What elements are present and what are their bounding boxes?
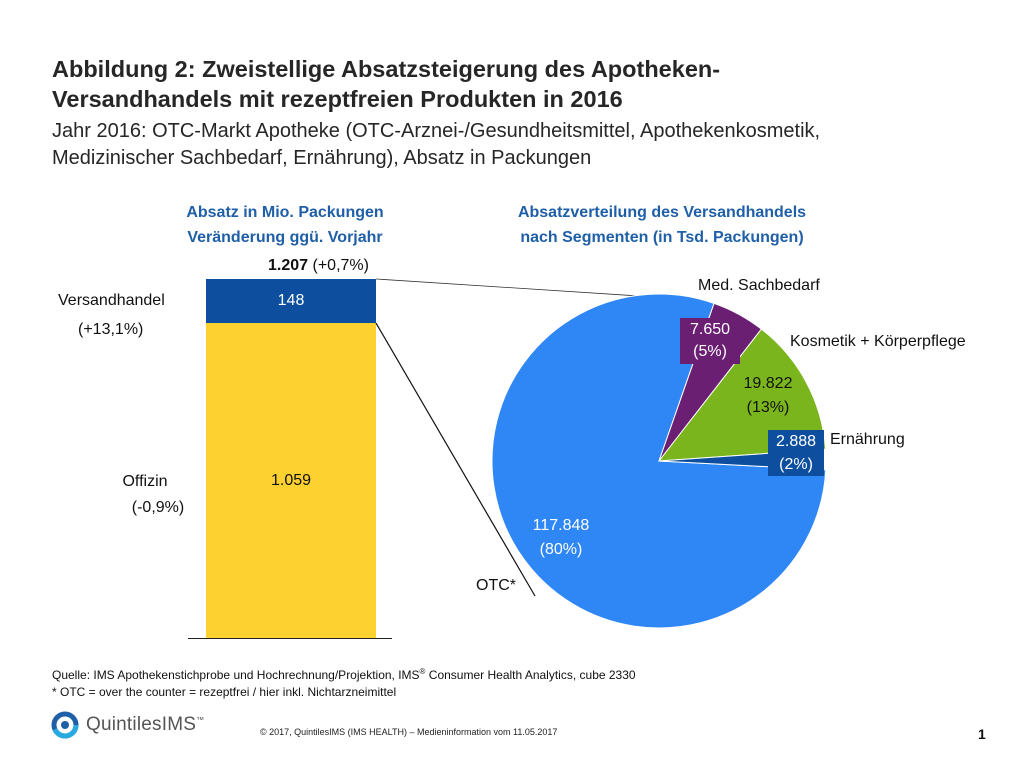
source-prefix: Quelle: IMS Apothekenstichprobe und Hoch… bbox=[52, 668, 420, 682]
ernaehrung-slice-label: 2.888 (2%) bbox=[768, 430, 824, 476]
kosmetik-percent: (13%) bbox=[746, 399, 790, 416]
logo-trademark: ™ bbox=[196, 715, 205, 725]
quintilesims-logo: QuintilesIMS™ bbox=[50, 710, 204, 740]
med-value: 7.650 bbox=[689, 321, 731, 338]
kosmetik-value: 19.822 bbox=[743, 375, 793, 392]
logo-text: QuintilesIMS™ bbox=[86, 714, 204, 736]
copyright-notice: © 2017, QuintilesIMS (IMS HEALTH) – Medi… bbox=[260, 727, 558, 737]
source-footer: Quelle: IMS Apothekenstichprobe und Hoch… bbox=[52, 663, 636, 701]
source-line: Quelle: IMS Apothekenstichprobe und Hoch… bbox=[52, 663, 636, 684]
bar-heading-line-2: Veränderung ggü. Vorjahr bbox=[187, 229, 383, 246]
pie-heading-line-1: Absatzverteilung des Versandhandels bbox=[517, 204, 807, 221]
offizin-change: (-0,9%) bbox=[131, 499, 185, 516]
source-registered-mark: ® bbox=[419, 667, 426, 676]
pie-label-ernaehrung: Ernährung bbox=[830, 431, 905, 448]
pie-label-kosmetik: Kosmetik + Körperpflege bbox=[790, 333, 966, 350]
page-number: 1 bbox=[978, 726, 986, 742]
title-line-2: Versandhandels mit rezeptfreien Produkte… bbox=[52, 86, 623, 112]
offizin-label: Offizin bbox=[122, 473, 168, 490]
stacked-bar bbox=[188, 279, 392, 639]
otc-percent: (80%) bbox=[539, 541, 583, 558]
connector-bottom bbox=[375, 322, 536, 597]
bar-total-value: 1.207 (+0,7%) bbox=[268, 254, 369, 278]
bar-heading-line-1: Absatz in Mio. Packungen bbox=[186, 204, 384, 221]
page-subtitle: Jahr 2016: OTC-Markt Apotheke (OTC-Arzne… bbox=[52, 118, 1012, 172]
med-slice-label: 7.650 (5%) bbox=[680, 318, 740, 364]
bar-segment-offizin bbox=[206, 323, 376, 638]
bar-segment-versandhandel bbox=[206, 279, 376, 324]
versand-change: (+13,1%) bbox=[78, 321, 144, 338]
ernaehrung-value: 2.888 bbox=[775, 433, 817, 450]
bar-chart-heading: Absatz in Mio. Packungen Veränderung ggü… bbox=[140, 200, 430, 250]
bar-to-pie-connectors bbox=[375, 278, 640, 597]
pie-chart bbox=[491, 293, 827, 629]
connector-top bbox=[375, 278, 640, 297]
otc-slice-label: 117.848 (80%) bbox=[516, 514, 606, 562]
pie-chart-heading: Absatzverteilung des Versandhandels nach… bbox=[452, 200, 872, 250]
subtitle-line-2: Medizinischer Sachbedarf, Ernährung), Ab… bbox=[52, 147, 592, 169]
page-title: Abbildung 2: Zweistellige Absatzsteigeru… bbox=[52, 54, 992, 114]
subtitle-line-1: Jahr 2016: OTC-Markt Apotheke (OTC-Arzne… bbox=[52, 120, 821, 142]
otc-footnote: * OTC = over the counter = rezeptfrei / … bbox=[52, 685, 397, 699]
bar-total-change: (+0,7%) bbox=[312, 257, 369, 274]
otc-value: 117.848 bbox=[532, 517, 590, 534]
pie-heading-line-2: nach Segmenten (in Tsd. Packungen) bbox=[520, 229, 804, 246]
kosmetik-slice-label: 19.822 (13%) bbox=[728, 372, 808, 420]
ernaehrung-percent: (2%) bbox=[779, 456, 813, 473]
pie-slice-kosmetik-k-rperpflege bbox=[657, 328, 827, 462]
versand-label: Versandhandel bbox=[58, 292, 165, 309]
source-suffix: Consumer Health Analytics, cube 2330 bbox=[425, 668, 636, 682]
versand-bar-value: 148 bbox=[277, 292, 305, 309]
bar-total-number: 1.207 bbox=[268, 257, 309, 274]
med-percent: (5%) bbox=[693, 343, 727, 360]
title-line-1: Abbildung 2: Zweistellige Absatzsteigeru… bbox=[52, 56, 721, 82]
pie-label-otc: OTC* bbox=[476, 577, 516, 594]
logo-wordmark: QuintilesIMS bbox=[86, 714, 197, 735]
offizin-bar-value: 1.059 bbox=[270, 472, 312, 489]
pie-label-med: Med. Sachbedarf bbox=[698, 277, 820, 294]
logo-icon bbox=[51, 711, 79, 739]
